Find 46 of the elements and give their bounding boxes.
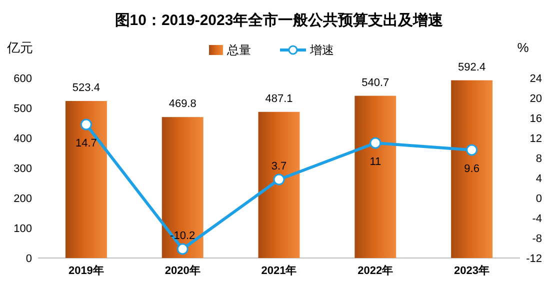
x-tick-label: 2019年 xyxy=(68,264,104,277)
legend-label: 增速 xyxy=(309,43,334,57)
y2-tick-label: -8 xyxy=(532,233,542,245)
bar xyxy=(451,80,493,258)
y2-axis-title: % xyxy=(517,40,530,55)
x-tick-label: 2023年 xyxy=(454,264,490,277)
y2-tick-label: -12 xyxy=(526,253,542,265)
point xyxy=(176,243,188,255)
point xyxy=(370,137,382,149)
bar xyxy=(354,96,396,258)
y-tick-label: 400 xyxy=(14,133,32,145)
y-tick-label: 200 xyxy=(14,193,32,205)
data-label: 14.7 xyxy=(75,138,97,150)
data-label: 11 xyxy=(370,156,382,168)
y2-tick-label: 8 xyxy=(536,153,542,165)
x-tick-label: 2022年 xyxy=(358,264,394,277)
x-tick-label: 2020年 xyxy=(164,264,200,277)
y2-tick-label: 0 xyxy=(536,193,542,205)
point xyxy=(80,118,92,130)
y-tick-label: 600 xyxy=(14,73,32,85)
data-label: 469.8 xyxy=(168,98,196,110)
y-tick-label: 500 xyxy=(14,103,32,115)
bar xyxy=(258,112,300,258)
point xyxy=(466,144,478,156)
bar xyxy=(65,100,107,258)
chart-title: 图10：2019-2023年全市一般公共预算支出及增速 xyxy=(114,11,444,29)
x-tick-label: 2021年 xyxy=(261,264,297,277)
y2-tick-label: 24 xyxy=(530,73,542,85)
y-tick-label: 300 xyxy=(14,163,32,175)
y2-tick-label: 4 xyxy=(536,173,542,185)
y-tick-label: 100 xyxy=(14,223,32,235)
y2-tick-label: 12 xyxy=(530,133,542,145)
data-label: 9.6 xyxy=(464,163,480,175)
point xyxy=(273,174,285,186)
y-axis-title: 亿元 xyxy=(6,40,33,55)
y2-tick-label: 20 xyxy=(530,93,542,105)
data-label: 523.4 xyxy=(72,82,100,94)
data-label: 3.7 xyxy=(271,160,287,172)
data-label: 487.1 xyxy=(265,92,293,105)
data-label: 592.4 xyxy=(458,61,486,74)
legend-label: 总量 xyxy=(226,43,251,57)
data-label: 540.7 xyxy=(362,76,390,89)
y2-tick-label: -4 xyxy=(532,213,542,225)
y-tick-label: 0 xyxy=(26,253,32,265)
y2-tick-label: 16 xyxy=(530,113,542,125)
bar xyxy=(162,117,204,258)
